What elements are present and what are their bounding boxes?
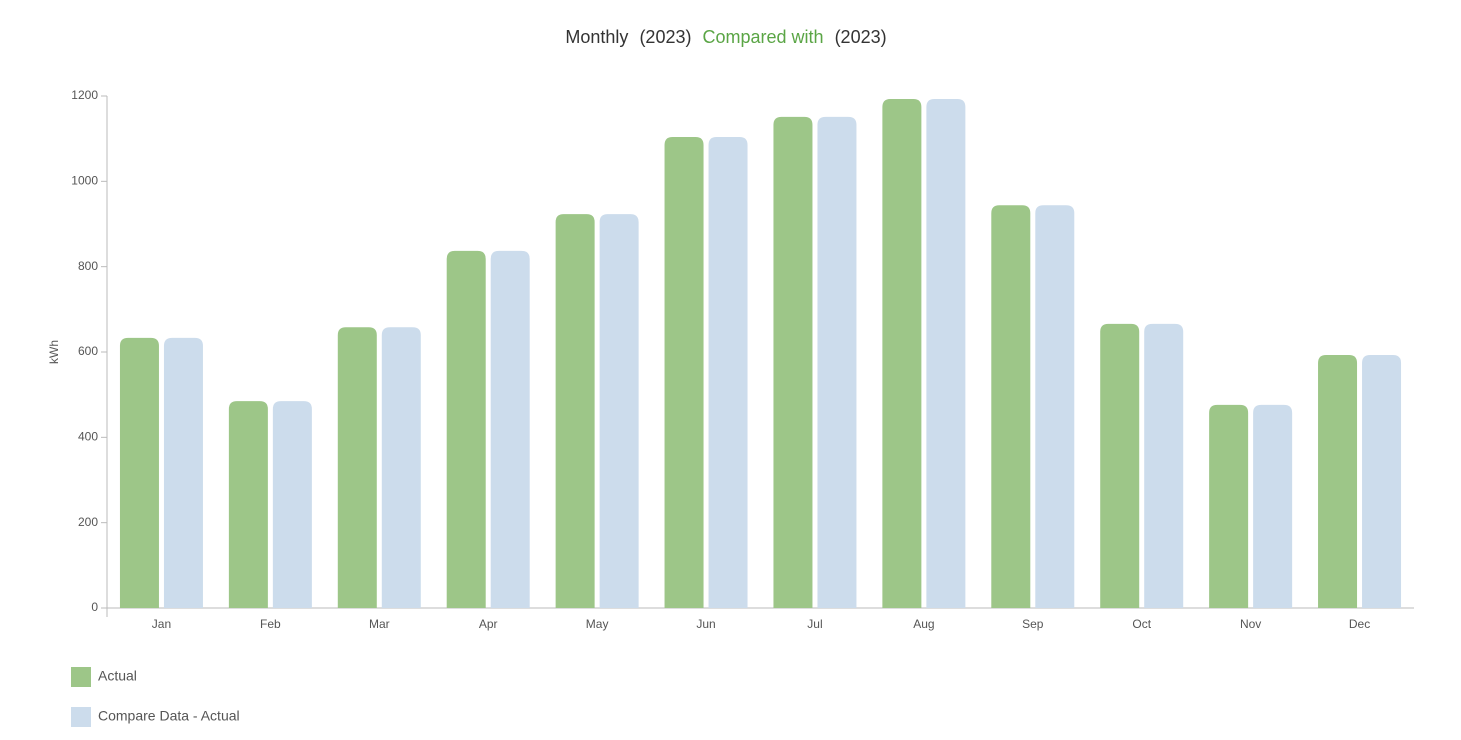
y-tick-label: 0 <box>91 600 98 614</box>
bar <box>817 116 857 608</box>
x-tick-label: Jun <box>696 617 715 631</box>
legend-swatch <box>71 667 91 687</box>
bar <box>272 401 312 608</box>
y-tick-label: 1200 <box>71 88 98 102</box>
bar <box>337 327 377 608</box>
x-tick-label: Jan <box>152 617 171 631</box>
bar <box>1035 205 1075 608</box>
bar <box>1144 323 1184 608</box>
x-tick-label: Aug <box>913 617 934 631</box>
x-tick-label: Oct <box>1132 617 1151 631</box>
title-compare-period: (2023) <box>835 27 887 47</box>
x-tick-label: Nov <box>1240 617 1261 631</box>
bar <box>555 214 595 609</box>
title-prefix: Monthly <box>565 27 628 47</box>
x-tick-label: Feb <box>260 617 281 631</box>
legend-swatch <box>71 707 91 727</box>
bar <box>1362 354 1402 608</box>
title-period: (2023) <box>639 27 691 47</box>
bar <box>882 98 922 608</box>
title-compare: Compared with <box>702 27 823 47</box>
x-tick-label: Apr <box>479 617 498 631</box>
bar <box>926 98 966 608</box>
bar <box>446 250 486 608</box>
bar <box>991 205 1031 608</box>
y-tick-label: 600 <box>78 344 98 358</box>
chart-title: Monthly (2023) Compared with (2023) <box>565 27 886 47</box>
x-tick-label: Sep <box>1022 617 1044 631</box>
bar <box>1318 354 1358 608</box>
bar <box>1100 323 1140 608</box>
legend-label: Compare Data - Actual <box>98 708 240 724</box>
y-tick-label: 1000 <box>71 174 98 188</box>
x-tick-label: Mar <box>369 617 390 631</box>
y-tick-label: 800 <box>78 259 98 273</box>
y-tick-label: 400 <box>78 430 98 444</box>
y-axis-label: kWh <box>47 340 61 364</box>
bar <box>1209 404 1249 608</box>
x-tick-label: Dec <box>1349 617 1370 631</box>
bar <box>490 250 530 608</box>
bar <box>664 136 704 608</box>
bar <box>1253 404 1293 608</box>
x-tick-label: Jul <box>807 617 822 631</box>
bar <box>708 136 748 608</box>
bar <box>228 401 268 608</box>
bar <box>381 327 421 608</box>
legend-label: Actual <box>98 668 137 684</box>
bar <box>599 214 639 609</box>
x-tick-label: May <box>586 617 609 631</box>
bar <box>119 337 159 608</box>
y-tick-label: 200 <box>78 515 98 529</box>
bar <box>773 116 813 608</box>
bar <box>163 337 203 608</box>
